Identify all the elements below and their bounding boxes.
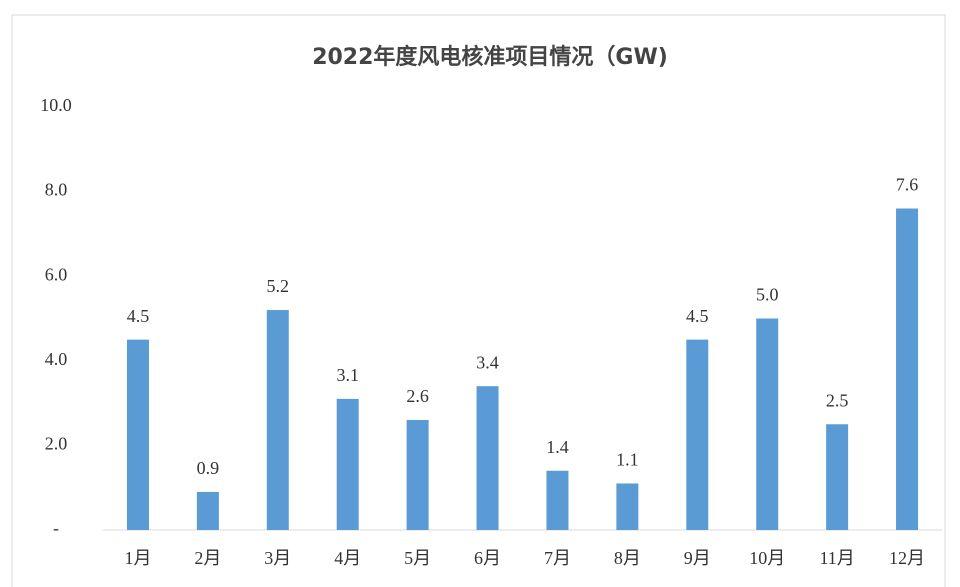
data-label: 7.6	[896, 175, 919, 195]
data-label: 1.1	[616, 450, 639, 470]
x-tick-label: 10月	[749, 548, 785, 568]
bar	[266, 310, 289, 530]
y-tick-label: 4.0	[45, 349, 68, 369]
bar	[756, 318, 779, 530]
x-tick-label: 1月	[124, 548, 151, 568]
data-label: 4.5	[127, 306, 150, 326]
data-label: 2.5	[826, 390, 849, 410]
x-tick-label: 11月	[819, 548, 854, 568]
y-tick-label: 8.0	[45, 180, 68, 200]
bar	[196, 491, 219, 530]
y-tick-label: 6.0	[45, 264, 68, 284]
data-label: 3.1	[336, 365, 359, 385]
x-tick-label: 4月	[334, 548, 361, 568]
bar	[336, 398, 359, 530]
y-tick-label: 10.0	[40, 95, 72, 115]
bar	[126, 339, 149, 530]
x-tick-label: 7月	[544, 548, 571, 568]
chart-title: 2022年度风电核准项目情况（GW)	[312, 44, 668, 70]
data-label: 5.2	[267, 276, 290, 296]
data-label: 4.5	[686, 306, 709, 326]
bar	[686, 339, 709, 530]
bar	[476, 386, 499, 530]
x-tick-label: 9月	[684, 548, 711, 568]
x-tick-label: 8月	[614, 548, 641, 568]
x-tick-label: 6月	[474, 548, 501, 568]
bar	[616, 483, 639, 530]
bar	[896, 208, 919, 530]
x-tick-label: 12月	[889, 548, 925, 568]
data-label: 5.0	[756, 285, 779, 305]
bar	[546, 470, 569, 530]
x-tick-label: 5月	[404, 548, 431, 568]
x-tick-label: 3月	[264, 548, 291, 568]
x-tick-label: 2月	[194, 548, 221, 568]
data-label: 1.4	[546, 437, 569, 457]
bar	[406, 420, 429, 530]
data-label: 0.9	[197, 458, 220, 478]
data-label: 2.6	[406, 386, 429, 406]
data-label: 3.4	[476, 352, 499, 372]
y-tick-label: -	[53, 518, 59, 538]
bar	[826, 424, 849, 530]
y-tick-label: 2.0	[45, 434, 68, 454]
